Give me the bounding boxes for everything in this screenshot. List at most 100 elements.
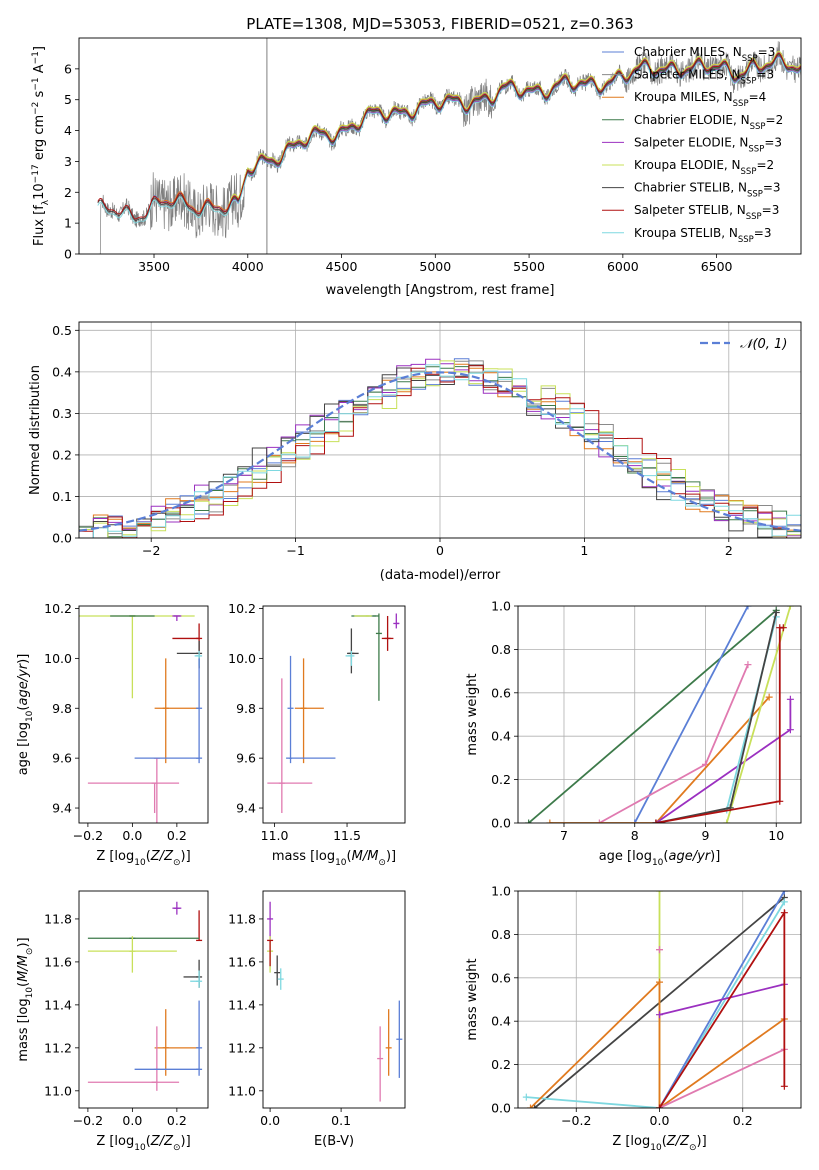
x-tick-label: −0.2: [73, 1113, 103, 1128]
weight-line: [655, 699, 792, 823]
label-part: M/M: [16, 955, 31, 982]
legend-count: =2: [756, 158, 774, 172]
label-part: )]: [16, 937, 31, 947]
y-tick-label: 0.0: [491, 816, 511, 831]
weight-marker: [522, 1093, 530, 1101]
legend-label: Salpeter ELODIE, NSSP=3: [634, 135, 782, 154]
y-tick-label: 11.2: [44, 1040, 72, 1055]
y-tick-label: 9.4: [52, 801, 72, 816]
axes-frame: [262, 605, 406, 824]
plot-area: [97, 38, 801, 254]
axes-frame: [262, 890, 406, 1109]
histogram-step: [79, 365, 801, 538]
weight-marker: [776, 797, 784, 805]
legend-label: Chabrier STELIB, NSSP=3: [634, 181, 781, 200]
legend-name: Chabrier MILES, N: [634, 45, 742, 59]
legend-name: Salpeter ELODIE, N: [634, 135, 748, 149]
normal-curve: [79, 371, 801, 532]
weight-marker: [786, 726, 794, 734]
weight-marker: [744, 661, 752, 669]
y-tick-label: 11.0: [44, 1083, 72, 1098]
label-part: A: [32, 64, 47, 77]
x-tick-label: 10: [768, 828, 784, 843]
legend-name: Kroupa MILES, N: [634, 90, 733, 104]
legend-count: =3: [756, 68, 774, 82]
weight-marker: [525, 819, 533, 823]
y-tick-label: 0.0: [52, 531, 72, 546]
weight-line: [526, 901, 786, 1108]
y-tick-label: 0.8: [491, 642, 511, 657]
label-part: mass weight: [465, 958, 480, 1040]
label-part: age [log: [599, 849, 652, 864]
y-axis-label: Flux [fλ10−17 erg cm−2 s−1 A−1]: [31, 46, 51, 246]
label-part: ⊙: [378, 858, 386, 868]
y-tick-label: 0.2: [52, 447, 72, 462]
x-tick-label: 6000: [607, 259, 639, 274]
legend-subscript: SSP: [748, 144, 764, 154]
x-axis-label: wavelength [Angstrom, rest frame]: [326, 283, 555, 298]
weight-line: [725, 606, 792, 823]
weight-line: [659, 983, 785, 1016]
x-tick-label: 5500: [513, 259, 545, 274]
label-part: (: [16, 982, 31, 987]
x-axis-label: Z [log10(Z/Z⊙)]: [96, 849, 190, 868]
y-tick-label: 0: [64, 247, 72, 262]
weight-marker: [526, 1104, 534, 1108]
legend-label: Chabrier ELODIE, NSSP=2: [634, 113, 783, 132]
legend-name: Chabrier STELIB, N: [634, 181, 747, 195]
label-part: 10: [134, 1143, 146, 1153]
label-part: 10: [335, 858, 347, 868]
weight-marker: [656, 1104, 663, 1108]
label-part: erg cm: [32, 115, 47, 164]
label-part: (: [146, 1134, 151, 1149]
weight-marker: [744, 606, 752, 610]
label-part: mass [log: [272, 849, 335, 864]
y-tick-label: 0.2: [491, 1057, 511, 1072]
y-tick-label: 11.8: [228, 911, 256, 926]
label-part: )]: [16, 654, 31, 664]
axes-frame: [517, 890, 802, 1109]
y-tick-label: 4: [64, 123, 72, 138]
weight-marker: [546, 819, 554, 823]
legend-label: Salpeter MILES, NSSP=3: [634, 68, 774, 87]
label-part: ⊙: [25, 948, 35, 956]
x-axis-label: mass [log10(M/M⊙)]: [272, 849, 396, 868]
weight-marker: [652, 819, 660, 823]
weight-marker: [772, 609, 780, 617]
legend-count: =3: [754, 226, 772, 240]
x-tick-label: 3500: [138, 259, 170, 274]
x-tick-label: −0.2: [561, 1113, 591, 1128]
x-tick-label: 5000: [419, 259, 451, 274]
legend-count: =3: [763, 181, 781, 195]
label-part: ⊙: [173, 1143, 181, 1153]
legend-count: =3: [764, 135, 782, 149]
weight-line: [655, 616, 778, 823]
y-tick-label: 11.4: [44, 997, 72, 1012]
x-tick-label: −1: [286, 543, 304, 558]
label-part: (: [662, 1134, 667, 1149]
plot-area: [267, 613, 400, 814]
x-axis-label: Z [log10(Z/Z⊙)]: [612, 1134, 706, 1153]
legend-label: Kroupa STELIB, NSSP=3: [634, 226, 772, 245]
axes-frame: [517, 605, 802, 824]
axes-frame: [78, 890, 209, 1109]
x-tick-label: 0.0: [260, 1113, 280, 1128]
legend-label: Salpeter STELIB, NSSP=3: [634, 203, 779, 222]
weight-marker: [780, 909, 788, 917]
label-part: Z [log: [96, 1134, 134, 1149]
legend-subscript: SSP: [741, 77, 757, 87]
weight-marker: [780, 898, 788, 906]
plot-area: [518, 891, 801, 1108]
weight-line: [549, 696, 770, 823]
weight-marker: [656, 891, 663, 895]
label-part: 10: [652, 858, 664, 868]
label-part: age [log: [16, 722, 31, 775]
y-tick-label: 1: [64, 216, 72, 231]
plot-area: [79, 322, 801, 538]
x-tick-label: 9: [702, 828, 710, 843]
legend-count: =4: [749, 90, 767, 104]
legend-subscript: SSP: [746, 212, 762, 222]
x-tick-label: 11.0: [261, 828, 289, 843]
